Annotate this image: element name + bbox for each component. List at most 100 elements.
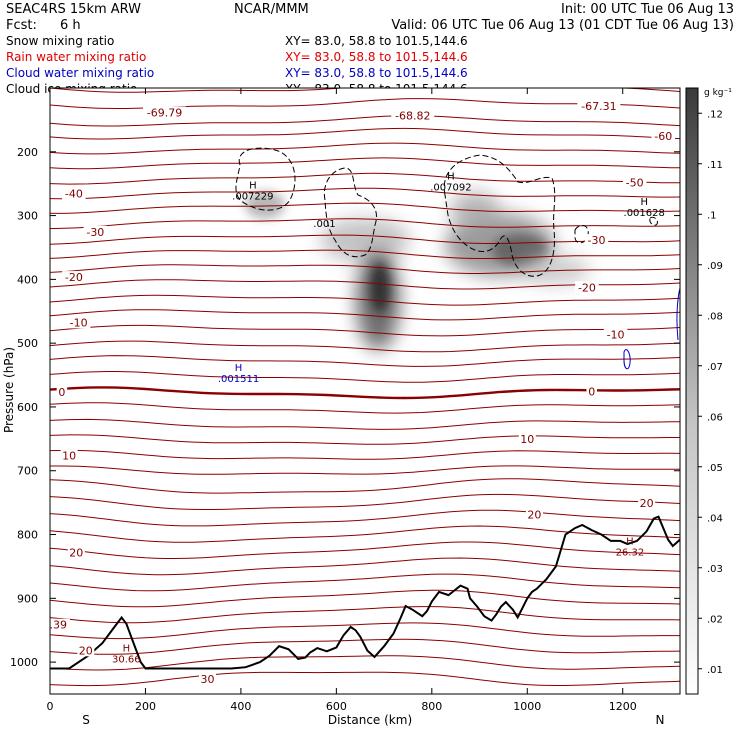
contour-label: -10 (70, 316, 88, 329)
cloud-water-contour (676, 287, 680, 341)
axes: 0 200 400 600 800 1000 12002003004005006007008… (10, 88, 680, 713)
shading-blob (245, 191, 285, 219)
contour-label-bg (62, 271, 86, 284)
x-tick-label: 800 (421, 700, 442, 713)
extremum-value: .007092 (430, 182, 471, 193)
legend-label: Snow mixing ratio (6, 34, 114, 48)
contour-label: 10 (520, 433, 534, 446)
contour-label: -30 (587, 234, 605, 247)
direction-south: S (82, 713, 90, 727)
cloud-water-contours (623, 287, 680, 370)
y-axis-label: Pressure (hPa) (2, 347, 16, 433)
contour-label-bg (586, 385, 597, 398)
temperature-contour-line (50, 449, 680, 460)
ice-contour (323, 167, 377, 258)
cloud-water-contour (623, 349, 631, 370)
contour-label-bg (577, 100, 621, 113)
x-tick-label: 400 (230, 700, 251, 713)
y-tick-label: 1000 (10, 656, 38, 669)
temperature-contour-line (50, 355, 680, 367)
colorbar-tick-label: .01 (707, 665, 723, 676)
colorbar-gradient (685, 87, 699, 695)
contour-label-bg (638, 496, 656, 509)
contour-label: 20 (69, 547, 83, 560)
extremum-symbol: H (626, 536, 634, 547)
valid-time: Valid: 06 UTC Tue 06 Aug 13 (01 CDT Tue … (391, 18, 734, 33)
contour-label: -40 (65, 188, 83, 201)
temperature-contour-line (50, 187, 680, 200)
legend: Snow mixing ratio XY= 83.0, 58.8 to 101.5… (6, 34, 468, 96)
colorbar: g kg⁻¹ .12 .11 .1 .09 .08 .07 .06 .05 .04 .03 .02.… (685, 87, 732, 695)
contour-label-bg (77, 644, 95, 657)
contour-label: -67.31 (581, 100, 616, 113)
temperature-contour-line (50, 172, 680, 185)
temperature-contour-line (50, 309, 680, 321)
temperature-contour-line (50, 202, 680, 214)
temperature-contour-line (50, 465, 680, 475)
extrema-labels: H.007229.001H.007092H.001628H.001511H26.… (112, 171, 665, 665)
ice-contour (649, 216, 658, 226)
temperature-contour-line (50, 606, 680, 624)
extremum-symbol: H (640, 197, 648, 208)
colorbar-tick-label: .09 (707, 261, 723, 272)
contour-label-bg (651, 130, 676, 143)
temperature-contour-line (50, 218, 680, 230)
contour-label: -60 (654, 130, 672, 143)
shading-blob (320, 218, 410, 262)
contour-label: -68.82 (395, 110, 430, 123)
temperature-contour-line (50, 386, 680, 400)
x-tick-label: 200 (135, 700, 156, 713)
extremum-symbol: H (235, 363, 243, 374)
x-tick-label: 1000 (513, 700, 541, 713)
contour-label-bg (622, 176, 647, 189)
y-tick-label: 700 (17, 465, 38, 478)
temperature-contour-line (50, 573, 680, 592)
direction-north: N (656, 713, 665, 727)
ice-contour (443, 154, 556, 277)
contour-label: 20 (79, 644, 93, 657)
temperature-contour-line (50, 88, 680, 93)
contour-label: 0 (58, 386, 65, 399)
terrain-line (50, 515, 680, 670)
temperature-contour-line (50, 249, 680, 259)
contour-label: 6.39 (43, 619, 68, 632)
temperature-contour-line (50, 142, 680, 155)
temperature-contour-line (50, 340, 680, 353)
temperature-contour-line (50, 279, 680, 290)
contour-label-bg (67, 546, 85, 559)
extremum-symbol: H (447, 171, 455, 182)
temperature-contour-line (50, 371, 680, 383)
x-axis-label: Distance (km) (328, 713, 412, 727)
center-label: NCAR/MMM (234, 2, 309, 17)
contour-label: -69.79 (147, 107, 182, 120)
contour-label: 20 (640, 497, 654, 510)
contour-label-bg (518, 433, 536, 446)
temperature-contour-line (50, 638, 680, 655)
extremum-symbol: H (123, 643, 131, 654)
contour-label-bg (56, 385, 68, 398)
contour-label-bg (83, 225, 108, 238)
temperature-contour-line (50, 478, 680, 494)
temperature-contour-line (50, 402, 680, 414)
colorbar-tick-label: .06 (707, 412, 723, 423)
temperature-contour-line (50, 622, 680, 640)
contour-label: 20 (527, 508, 541, 521)
temperature-contour-line (50, 294, 680, 306)
y-tick-label: 900 (17, 592, 38, 605)
y-tick-label: 800 (17, 529, 38, 542)
shading-blob (370, 263, 390, 313)
temperature-contour-line (50, 234, 680, 245)
forecast-hours: 6 h (60, 18, 81, 33)
contour-label-bg (525, 508, 543, 521)
contour-label-bg (66, 316, 91, 329)
temperature-contour-line (50, 589, 680, 608)
temperature-contour-line (50, 525, 680, 543)
temperature-contour-line (50, 493, 680, 510)
colorbar-tick-label: .02 (707, 614, 723, 625)
contour-label-bg (391, 109, 435, 122)
contour-label-bg (143, 106, 187, 119)
legend-xy: XY= 83.0, 58.8 to 101.5,144.6 (285, 34, 468, 48)
colorbar-tick-label: .07 (707, 362, 723, 373)
extremum-value: 26.32 (616, 547, 645, 558)
